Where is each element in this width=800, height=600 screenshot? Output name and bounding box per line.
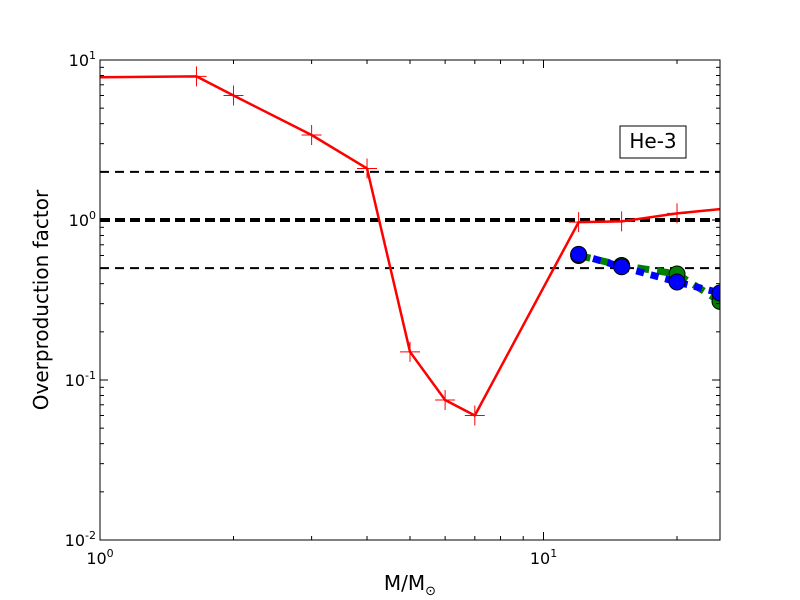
x-axis-title-main: M/M bbox=[384, 571, 425, 595]
series-0-point-1 bbox=[223, 85, 244, 106]
series-0-point-7 bbox=[568, 212, 589, 233]
series-0-point-5 bbox=[435, 389, 456, 410]
y-tick-label-3: 101 bbox=[69, 49, 96, 70]
y-tick-label-1-base: 10 bbox=[65, 371, 85, 390]
series-0-point-0 bbox=[186, 66, 207, 87]
y-axis-title: Overproduction factor bbox=[29, 189, 53, 410]
x-tick-label-1-exponent: 1 bbox=[550, 547, 557, 560]
x-tick-label-1-base: 10 bbox=[530, 549, 550, 568]
annotation-frame bbox=[619, 125, 687, 159]
series-2-point-3 bbox=[711, 284, 720, 302]
plot-background bbox=[100, 60, 720, 540]
y-tick-label-2: 100 bbox=[69, 209, 96, 230]
series-0-point-6 bbox=[464, 405, 485, 426]
markers-layer bbox=[186, 66, 720, 426]
y-tick-label-3-exponent: 1 bbox=[89, 49, 96, 62]
x-tick-label-0: 100 bbox=[86, 547, 113, 568]
series-2-point-2 bbox=[668, 273, 686, 291]
y-tick-label-2-exponent: 0 bbox=[89, 209, 96, 222]
x-tick-label-0-base: 10 bbox=[86, 549, 106, 568]
x-axis-title: M/M⊙ bbox=[384, 571, 436, 599]
x-tick-label-0-exponent: 0 bbox=[107, 547, 114, 560]
y-tick-label-0: 10-2 bbox=[65, 529, 96, 550]
series-0-point-4 bbox=[400, 341, 420, 362]
y-tick-label-1-exponent: -1 bbox=[85, 369, 96, 382]
y-tick-label-0-base: 10 bbox=[65, 531, 85, 550]
series-2-line bbox=[577, 250, 720, 297]
annotation-box: He-3 bbox=[619, 125, 687, 159]
series-0-point-9 bbox=[667, 203, 688, 224]
annotation-label: He-3 bbox=[629, 129, 676, 153]
x-axis-title-subscript: ⊙ bbox=[425, 584, 436, 599]
series-2-point-0 bbox=[570, 245, 588, 263]
y-tick-label-1: 10-1 bbox=[65, 369, 96, 390]
x-tick-label-1: 101 bbox=[530, 547, 557, 568]
y-tick-label-0-exponent: -2 bbox=[85, 529, 96, 542]
series-0-point-8 bbox=[611, 211, 632, 232]
series-0-line bbox=[100, 75, 720, 417]
y-tick-label-2-base: 10 bbox=[69, 211, 89, 230]
series-0-point-2 bbox=[301, 124, 322, 145]
series-0-point-3 bbox=[357, 158, 378, 179]
y-tick-label-3-base: 10 bbox=[69, 51, 89, 70]
series-2-point-1 bbox=[613, 258, 631, 276]
